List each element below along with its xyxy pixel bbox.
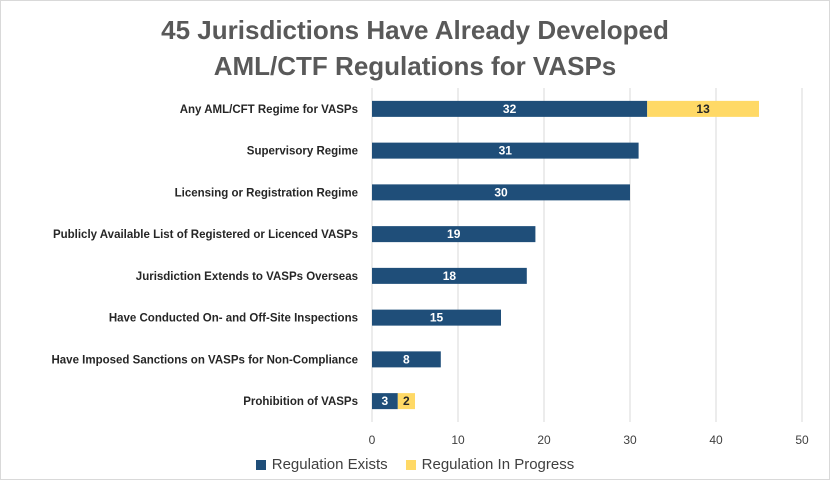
- data-label-regulation-exists-4: 19: [447, 227, 461, 241]
- data-label-regulation-exists-3: 30: [494, 185, 508, 199]
- chart-legend: Regulation Exists Regulation In Progress: [0, 456, 830, 473]
- bar-regulation-exists-4: [372, 226, 536, 243]
- bar-regulation-exists-7: [372, 351, 441, 368]
- category-label-have-conducted-on-and-off-site-inspections: Have Conducted On- and Off-Site Inspecti…: [109, 313, 358, 325]
- data-label-regulation-exists-6: 15: [430, 311, 444, 325]
- x-tick-label-20: 20: [537, 433, 551, 447]
- x-tick-label-0: 0: [369, 433, 376, 447]
- bar-regulation-exists-5: [372, 267, 527, 284]
- category-label-prohibition-of-vasps: Prohibition of VASPs: [243, 396, 358, 408]
- bar-regulation-exists-2: [372, 142, 639, 159]
- bar-regulation-in-progress-8: [397, 393, 415, 410]
- category-label-supervisory-regime: Supervisory Regime: [247, 146, 358, 158]
- category-label-any-aml-cft-regime-for-vasps: Any AML/CFT Regime for VASPs: [180, 104, 358, 116]
- bar-regulation-exists-1: [372, 100, 648, 117]
- bar-regulation-exists-8: [372, 393, 398, 410]
- bar-regulation-exists-3: [372, 184, 630, 201]
- legend-swatch-regulation-in-progress: [405, 459, 416, 470]
- x-tick-label-50: 50: [795, 433, 809, 447]
- legend-swatch-regulation-exists: [255, 459, 266, 470]
- bar-regulation-in-progress-1: [647, 100, 759, 117]
- data-label-regulation-exists-8: 3: [382, 394, 389, 408]
- category-label-licensing-or-registration-regime: Licensing or Registration Regime: [175, 187, 358, 199]
- data-label-regulation-in-progress-8: 2: [403, 394, 410, 408]
- data-label-regulation-exists-5: 18: [443, 269, 457, 283]
- data-label-regulation-exists-7: 8: [403, 352, 410, 366]
- category-label-publicly-available-list-of-registered-or-licenced-vasps: Publicly Available List of Registered or…: [53, 229, 358, 241]
- legend-label-regulation-in-progress: Regulation In Progress: [421, 456, 575, 473]
- data-label-regulation-exists-1: 32: [503, 102, 517, 116]
- category-label-have-imposed-sanctions-on-vasps-for-non-compliance: Have Imposed Sanctions on VASPs for Non-…: [51, 354, 358, 366]
- x-tick-label-30: 30: [623, 433, 637, 447]
- x-tick-label-10: 10: [451, 433, 465, 447]
- chart-title-line-2: AML/CTF Regulations for VASPs: [213, 51, 617, 81]
- x-tick-label-40: 40: [709, 433, 723, 447]
- legend-item-regulation-exists: Regulation Exists: [255, 456, 388, 473]
- legend-item-regulation-in-progress: Regulation In Progress: [405, 456, 575, 473]
- data-label-regulation-exists-2: 31: [499, 144, 513, 158]
- category-label-jurisdiction-extends-to-vasps-overseas: Jurisdiction Extends to VASPs Overseas: [136, 271, 358, 283]
- bar-regulation-exists-6: [372, 309, 501, 326]
- legend-label-regulation-exists: Regulation Exists: [271, 456, 388, 473]
- chart-title-line-1: 45 Jurisdictions Have Already Developed: [161, 15, 669, 45]
- data-label-regulation-in-progress-1: 13: [696, 102, 710, 116]
